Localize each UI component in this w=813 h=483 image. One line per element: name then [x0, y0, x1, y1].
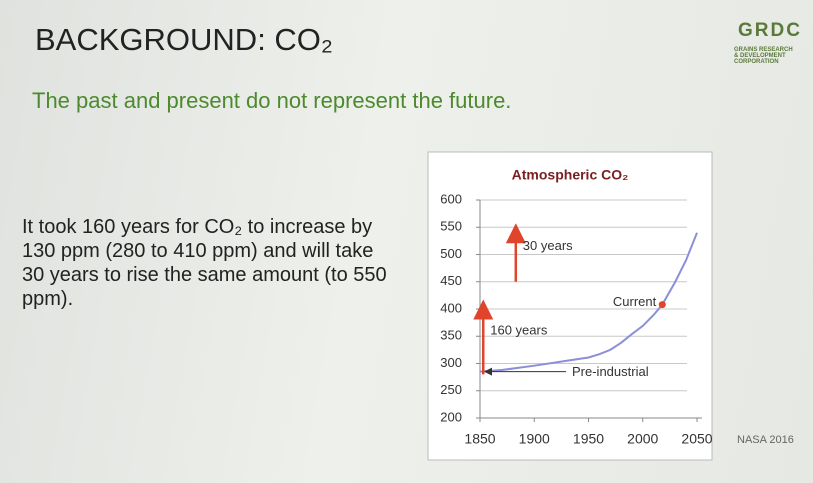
subtitle: The past and present do not represent th… — [32, 88, 512, 113]
y-tick-label: 500 — [440, 246, 462, 261]
y-tick-label: 600 — [440, 191, 462, 206]
y-tick-label: 550 — [440, 219, 462, 234]
y-tick-label: 200 — [440, 409, 462, 424]
logo-name: GRDC — [738, 20, 802, 41]
slide-title: BACKGROUND: CO₂ — [35, 22, 333, 57]
annotation: 160 years — [490, 322, 548, 337]
annotation: Current — [613, 294, 657, 309]
y-tick-label: 300 — [440, 355, 462, 370]
logo-text: GRAINS RESEARCH & DEVELOPMENT CORPORATIO… — [734, 47, 793, 65]
chart-frame — [427, 151, 713, 461]
y-tick-label: 250 — [440, 382, 462, 397]
body-text: It took 160 years for CO₂ to increase by… — [22, 216, 387, 310]
chart-title: Atmospheric CO₂ — [512, 167, 629, 183]
x-tick-label: 1850 — [464, 431, 495, 447]
logo-line: GRAINS RESEARCH — [734, 47, 793, 53]
logo-line: CORPORATION — [734, 59, 779, 65]
y-tick-label: 450 — [440, 273, 462, 288]
x-tick-label: 1900 — [519, 431, 550, 447]
source: NASA 2016 — [737, 434, 794, 446]
data-line — [479, 232, 698, 373]
x-tick-label: 2050 — [681, 431, 712, 447]
y-tick-label: 400 — [440, 300, 462, 315]
x-tick-label: 1950 — [573, 431, 604, 447]
annotation: Pre-industrial — [572, 364, 649, 379]
logo-line: & DEVELOPMENT — [734, 53, 786, 59]
current-point — [658, 301, 666, 309]
y-tick-label: 350 — [440, 328, 462, 343]
x-tick-label: 2000 — [627, 431, 658, 447]
annotation: 30 years — [523, 238, 573, 253]
